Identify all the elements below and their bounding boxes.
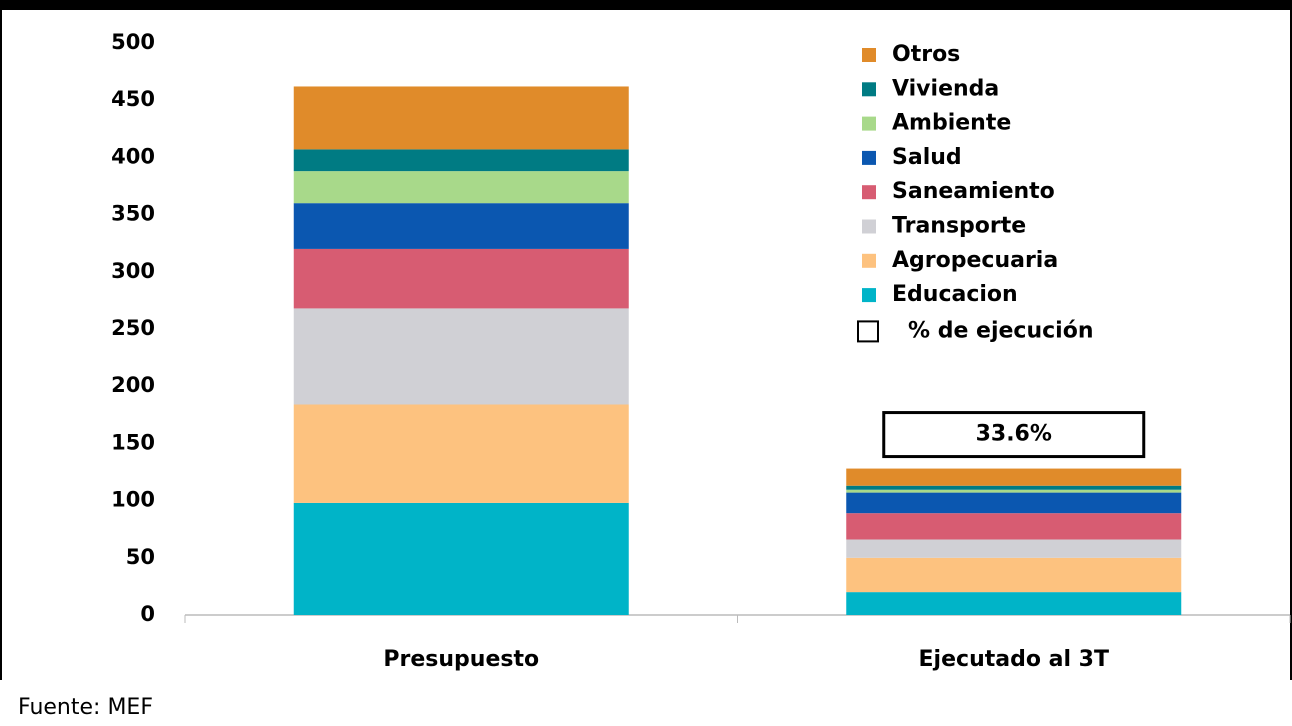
legend-label: Vivienda — [892, 76, 999, 101]
bar-segment — [846, 539, 1182, 558]
legend-swatch — [862, 253, 876, 268]
legend-label: Salud — [892, 145, 962, 170]
legend-swatch — [862, 185, 876, 200]
y-tick-label: 350 — [111, 202, 155, 226]
bar-segment — [846, 468, 1182, 486]
y-tick-label: 400 — [111, 144, 155, 168]
x-tick-label: Ejecutado al 3T — [919, 647, 1109, 672]
annotation-label: 33.6% — [976, 422, 1052, 447]
bar-segment — [293, 171, 629, 204]
y-tick-label: 300 — [111, 259, 155, 283]
x-tick-label: Presupuesto — [383, 647, 539, 672]
bar-segment — [846, 489, 1182, 493]
y-tick-label: 0 — [140, 602, 155, 626]
y-tick-label: 500 — [111, 30, 155, 54]
legend-swatch — [862, 150, 876, 165]
header-band — [0, 0, 1292, 10]
y-tick-label: 250 — [111, 316, 155, 340]
source: Fuente: MEF — [18, 695, 153, 720]
legend-swatch — [862, 116, 876, 131]
legend-label: % de ejecución — [908, 318, 1093, 343]
annotation-box — [882, 411, 1146, 459]
legend-label: Agropecuaria — [892, 248, 1058, 273]
legend-label: Otros — [892, 42, 960, 67]
bar-segment — [846, 492, 1182, 514]
bar-segment — [293, 308, 629, 405]
bar-segment — [293, 404, 629, 503]
legend-swatch — [862, 82, 876, 97]
legend-swatch — [857, 320, 879, 343]
y-tick-label: 100 — [111, 488, 155, 512]
bar-segment — [293, 149, 629, 172]
legend-swatch — [862, 288, 876, 303]
legend-label: Educacion — [892, 282, 1018, 307]
bar-segment — [293, 203, 629, 249]
bar-segment — [846, 485, 1182, 490]
bar-segment — [293, 248, 629, 309]
bar-segment — [293, 502, 629, 615]
bar-segment — [846, 592, 1182, 615]
y-tick-label: 450 — [111, 87, 155, 111]
legend-label: Saneamiento — [892, 179, 1055, 204]
y-tick-label: 200 — [111, 373, 155, 397]
legend-swatch — [862, 48, 876, 62]
legend-label: Ambiente — [892, 111, 1011, 136]
y-tick-label: 150 — [111, 430, 155, 454]
bar-segment — [846, 513, 1182, 540]
y-tick-label: 50 — [126, 545, 155, 569]
bar-segment — [846, 557, 1182, 593]
legend-label: Transporte — [892, 214, 1026, 239]
legend-swatch — [862, 219, 876, 234]
bar-segment — [293, 86, 629, 150]
